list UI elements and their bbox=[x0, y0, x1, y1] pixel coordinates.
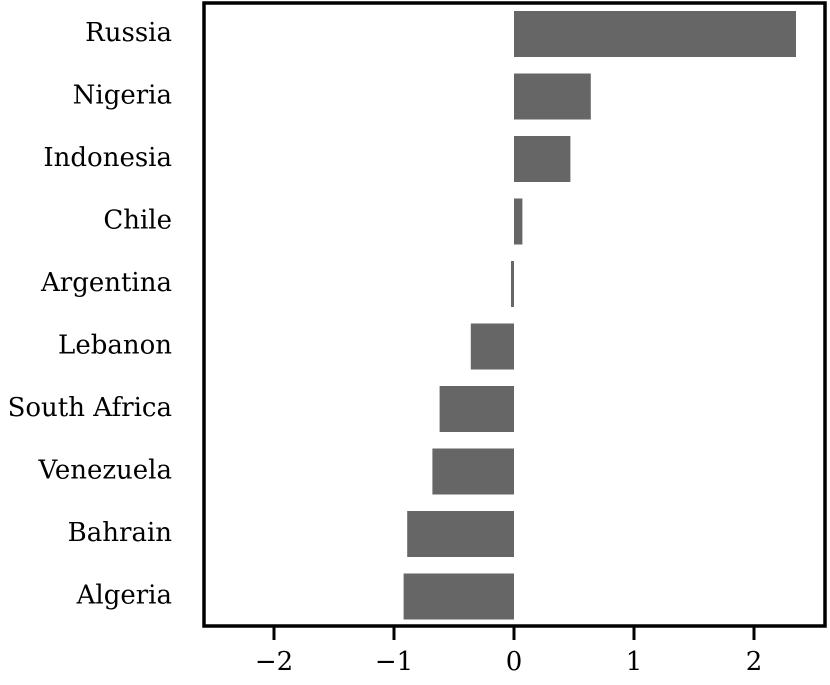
category-label: South Africa bbox=[8, 393, 172, 423]
x-tick-label: 2 bbox=[746, 647, 763, 677]
category-label: Nigeria bbox=[73, 81, 172, 111]
category-label: Argentina bbox=[40, 268, 172, 298]
x-axis-ticks: −2 −1 0 1 2 bbox=[255, 626, 762, 677]
x-tick-label: 0 bbox=[506, 647, 523, 677]
bar-algeria bbox=[403, 573, 514, 620]
bar-lebanon bbox=[470, 323, 514, 370]
bar-nigeria bbox=[514, 73, 591, 120]
bar-south-africa bbox=[439, 386, 514, 432]
category-labels: Russia Nigeria Indonesia Chile Argentina Leba… bbox=[8, 18, 173, 611]
bar-russia bbox=[514, 11, 796, 57]
category-label: Lebanon bbox=[58, 331, 172, 361]
category-label: Indonesia bbox=[43, 143, 172, 173]
category-label: Algeria bbox=[76, 581, 172, 611]
category-label: Bahrain bbox=[68, 518, 173, 548]
bar-bahrain bbox=[407, 511, 514, 557]
bar-argentina bbox=[511, 261, 514, 307]
category-label: Venezuela bbox=[37, 456, 172, 486]
bars-group bbox=[403, 11, 796, 620]
category-label: Chile bbox=[103, 206, 172, 236]
bar-chile bbox=[514, 198, 523, 245]
bar-venezuela bbox=[432, 448, 514, 495]
x-tick-label: −1 bbox=[375, 647, 413, 677]
bar-indonesia bbox=[514, 136, 571, 182]
x-tick-label: 1 bbox=[626, 647, 643, 677]
x-tick-label: −2 bbox=[255, 647, 293, 677]
category-label: Russia bbox=[85, 18, 172, 48]
